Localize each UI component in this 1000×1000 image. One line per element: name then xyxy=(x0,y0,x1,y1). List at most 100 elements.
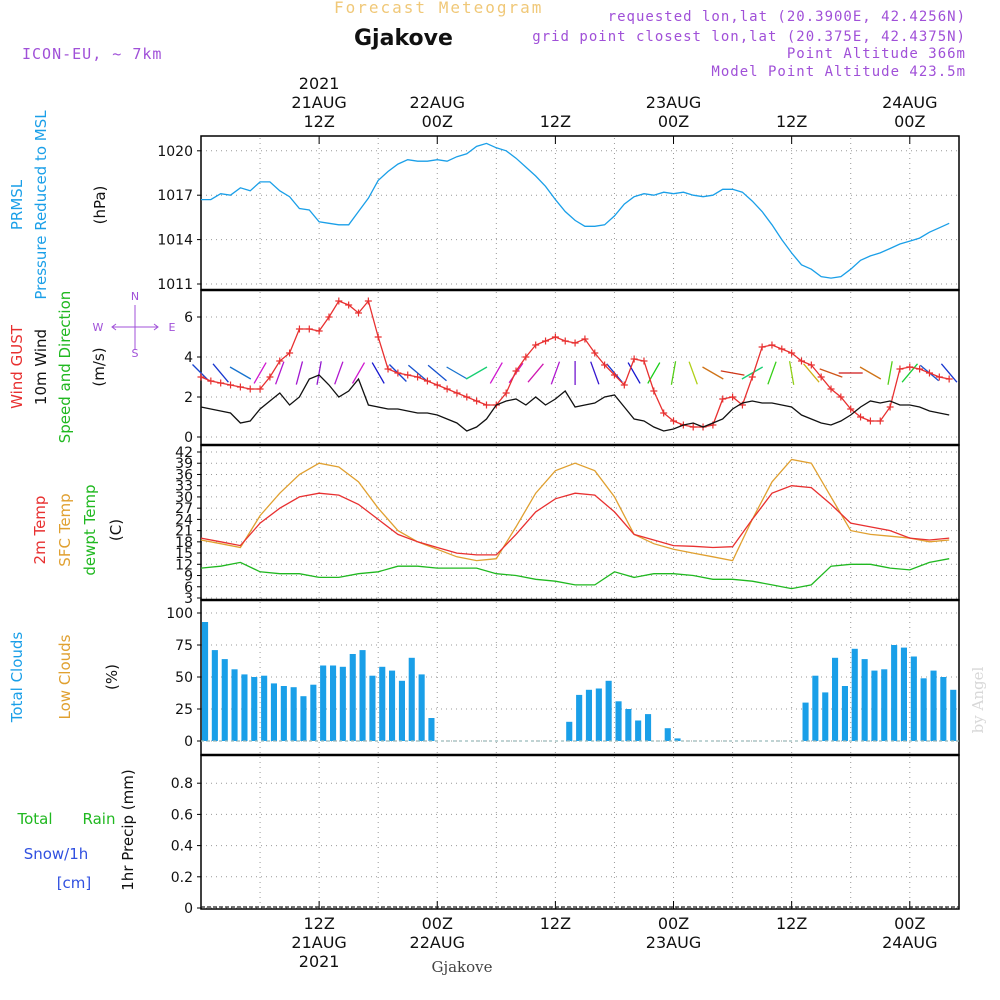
wind-direction-arrow xyxy=(229,366,252,380)
cloud-bar xyxy=(595,688,602,741)
cloud-bar xyxy=(418,674,425,741)
cloud-bar xyxy=(398,680,405,741)
cloud-bar xyxy=(900,647,907,741)
wind-gust-marker xyxy=(689,423,697,431)
wind-gust-marker xyxy=(512,367,520,375)
wind-gust-marker xyxy=(542,337,550,345)
wind-gust-marker xyxy=(935,373,943,381)
cloud-bar xyxy=(625,709,632,741)
y-tick-label: 39 xyxy=(175,456,193,472)
y-tick-label: 21 xyxy=(175,524,193,540)
top-time-label: 00Z xyxy=(422,112,453,131)
panel-label-cloud: (%) xyxy=(103,664,121,690)
panel-label-wind: 10m Wind xyxy=(32,329,50,405)
wind-direction-arrow xyxy=(819,368,843,378)
cloud-bar xyxy=(270,683,277,741)
cloud-bar xyxy=(369,675,376,741)
cloud-bar xyxy=(221,659,228,741)
compass-arrows xyxy=(111,305,159,350)
wind-gust-marker xyxy=(276,357,284,365)
wind-direction-arrow xyxy=(427,364,447,382)
cloud-bar xyxy=(261,675,268,741)
wind-direction-arrow xyxy=(788,361,795,385)
panel-label-pressure: Pressure Reduced to MSL xyxy=(32,110,50,300)
compass-n: N xyxy=(131,290,139,303)
y-tick-label: 30 xyxy=(175,490,193,506)
y-tick-label: 36 xyxy=(175,467,193,483)
temp-2m-line xyxy=(200,485,950,556)
panel-label-wind: (m/s) xyxy=(90,347,108,386)
panel-label-pressure: PRMSL xyxy=(8,179,26,230)
bottom-time-label: 21AUG xyxy=(291,933,346,952)
footer-location: Gjakove xyxy=(431,958,492,976)
wind-direction-arrow xyxy=(489,362,503,384)
wind-gust-marker xyxy=(571,339,579,347)
cloud-bar xyxy=(211,650,218,741)
wind-direction-arrow xyxy=(351,362,366,384)
y-tick-label: 0 xyxy=(184,734,193,750)
cloud-bar xyxy=(428,718,435,741)
wind-direction-arrow xyxy=(446,366,468,380)
wind-speed-line xyxy=(200,374,950,432)
bottom-time-label: 00Z xyxy=(894,914,925,933)
bottom-time-label: 2021 xyxy=(299,952,340,971)
cloud-bar xyxy=(920,678,927,741)
compass-w: W xyxy=(93,321,104,334)
panel-label-temp: (C) xyxy=(107,519,125,541)
cloud-bar xyxy=(802,702,809,741)
wind-gust-marker xyxy=(286,349,294,357)
wind-gust-marker xyxy=(227,381,235,389)
panel-label-cloud: Total Clouds xyxy=(8,632,26,724)
chart-title: Forecast Meteogram xyxy=(334,0,544,17)
wind-gust-marker xyxy=(827,385,835,393)
cloud-bar xyxy=(664,728,671,741)
wind-gust-marker xyxy=(423,377,431,385)
wind-gust-marker xyxy=(807,361,815,369)
y-tick-label: 25 xyxy=(175,702,193,718)
bottom-time-label: 12Z xyxy=(540,914,571,933)
panel-frame-wind xyxy=(200,289,960,446)
y-tick-label: 0 xyxy=(184,430,193,446)
wind-gust-marker xyxy=(729,393,737,401)
wind-gust-marker xyxy=(482,401,490,409)
point-altitude: Point Altitude 366m xyxy=(786,46,966,62)
top-time-label: 00Z xyxy=(894,112,925,131)
top-time-label: 00Z xyxy=(658,112,689,131)
y-tick-label: 50 xyxy=(175,670,193,686)
cloud-bar xyxy=(389,670,396,741)
wind-gust-marker xyxy=(364,297,372,305)
top-time-label: 22AUG xyxy=(410,93,465,112)
wind-gust-marker xyxy=(876,417,884,425)
cloud-bar xyxy=(881,669,888,741)
precip-label-rain: Rain xyxy=(83,810,116,828)
wind-gust-marker xyxy=(502,389,510,397)
wind-gust-marker xyxy=(847,405,855,413)
wind-gust-marker xyxy=(246,385,254,393)
panel-frame-precip xyxy=(200,754,960,910)
wind-direction-arrow xyxy=(767,361,777,385)
wind-gust-marker xyxy=(217,379,225,387)
wind-gust-marker xyxy=(640,357,648,365)
wind-gust-marker xyxy=(453,389,461,397)
wind-gust-marker xyxy=(315,327,323,335)
y-tick-label: 0.2 xyxy=(171,870,193,886)
wind-direction-arrow xyxy=(590,361,600,385)
wind-gust-marker xyxy=(207,377,215,385)
wind-gust-marker xyxy=(837,393,845,401)
wind-gust-marker xyxy=(925,369,933,377)
y-tick-label: 6 xyxy=(184,310,193,326)
top-time-label: 12Z xyxy=(776,112,807,131)
wind-direction-arrow xyxy=(253,362,267,384)
wind-gust-marker xyxy=(197,373,205,381)
wind-gust-marker xyxy=(355,309,363,317)
bottom-time-label: 24AUG xyxy=(882,933,937,952)
wind-gust-marker xyxy=(551,333,559,341)
panel-label-cloud: Low Clouds xyxy=(56,634,74,719)
top-time-label: 24AUG xyxy=(882,93,937,112)
wind-gust-marker xyxy=(670,417,678,425)
wind-direction-arrow xyxy=(274,361,285,385)
wind-gust-marker xyxy=(660,409,668,417)
cloud-bar xyxy=(576,694,583,741)
wind-direction-arrow xyxy=(627,362,641,384)
cloud-bar xyxy=(231,669,238,741)
